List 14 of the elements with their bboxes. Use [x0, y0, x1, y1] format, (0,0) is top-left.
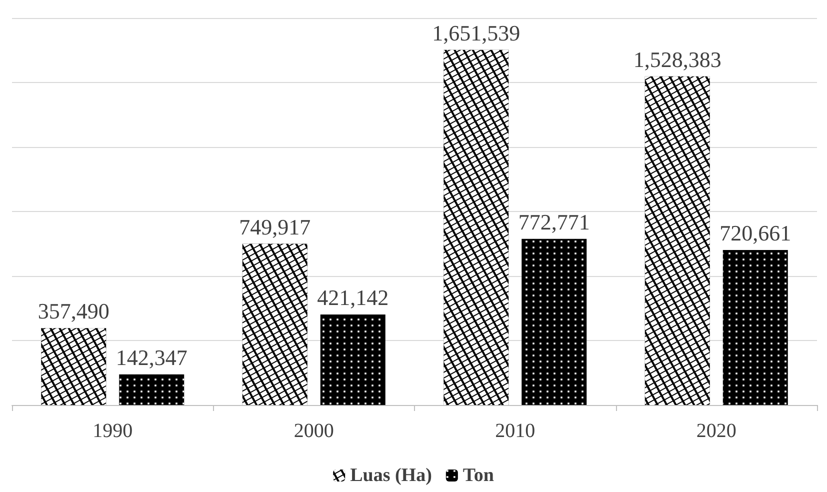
x-tick-label: 2020: [696, 420, 736, 442]
data-label: 720,661: [720, 220, 792, 246]
data-label: 421,142: [317, 284, 389, 310]
legend-label: Ton: [462, 465, 494, 486]
legend-label: Luas (Ha): [350, 465, 432, 486]
data-label: 772,771: [518, 209, 590, 234]
data-label: 1,651,539: [432, 20, 520, 46]
data-label: 142,347: [116, 344, 188, 370]
data-label: 749,917: [239, 214, 311, 240]
data-label: 357,490: [38, 298, 110, 324]
x-tick-label: 2000: [294, 420, 334, 442]
x-tick-label: 2010: [495, 420, 536, 442]
x-tick-label: 1990: [92, 420, 133, 442]
data-label: 1,528,383: [633, 46, 722, 72]
